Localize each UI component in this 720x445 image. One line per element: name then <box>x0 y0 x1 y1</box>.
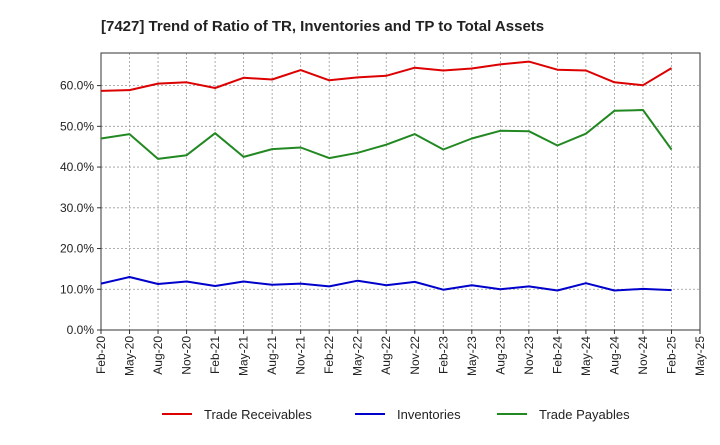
x-tick-label: Feb-25 <box>664 336 678 374</box>
x-tick-label: May-25 <box>693 336 707 376</box>
x-tick-label: Nov-20 <box>180 336 194 375</box>
plot-area-frame <box>100 52 701 331</box>
x-tick-label: Feb-21 <box>208 336 222 374</box>
y-tick-label: 10.0% <box>60 282 94 296</box>
x-tick-label: Nov-22 <box>408 336 422 375</box>
y-tick-label: 60.0% <box>60 79 94 93</box>
x-tick-label: Aug-20 <box>151 336 165 375</box>
y-tick-label: 20.0% <box>60 242 94 256</box>
x-tick-label: Aug-23 <box>493 336 507 375</box>
series-line-trade-payables <box>100 109 673 160</box>
series-line-inventories <box>100 276 672 292</box>
x-tick-label: Aug-24 <box>607 336 621 375</box>
legend-label-inventories: Inventories <box>397 407 461 422</box>
x-tick-label: May-21 <box>237 336 251 376</box>
y-axis: 0.0% 10.0% 20.0% 30.0% 40.0% 50.0% 60.0% <box>60 79 101 337</box>
x-tick-label: Feb-22 <box>322 336 336 374</box>
legend: Trade Receivables Inventories Trade Payabl… <box>162 407 630 422</box>
y-tick-label: 40.0% <box>60 160 94 174</box>
series-line-trade-receivables <box>100 60 673 92</box>
x-tick-label: May-20 <box>123 336 137 376</box>
chart-title: [7427] Trend of Ratio of TR, Inventories… <box>101 18 544 35</box>
x-tick-label: Feb-24 <box>550 336 564 374</box>
x-tick-label: Feb-20 <box>94 336 108 374</box>
x-axis: Feb-20 May-20 Aug-20 Nov-20 Feb-21 May-21 Aug-… <box>94 330 707 376</box>
legend-label-trade-payables: Trade Payables <box>539 407 630 422</box>
x-tick-label: May-23 <box>465 336 479 376</box>
x-tick-label: Aug-22 <box>379 336 393 375</box>
y-tick-label: 30.0% <box>60 201 94 215</box>
legend-label-trade-receivables: Trade Receivables <box>204 407 312 422</box>
x-tick-label: Nov-24 <box>636 336 650 375</box>
x-tick-label: Nov-23 <box>522 336 536 375</box>
x-tick-label: Feb-23 <box>436 336 450 374</box>
x-tick-label: Nov-21 <box>294 336 308 375</box>
x-tick-label: May-22 <box>351 336 365 376</box>
x-tick-label: Aug-21 <box>265 336 279 375</box>
series-lines <box>100 60 673 292</box>
y-tick-label: 0.0% <box>67 323 95 337</box>
y-tick-label: 50.0% <box>60 119 94 133</box>
x-tick-label: May-24 <box>579 336 593 376</box>
